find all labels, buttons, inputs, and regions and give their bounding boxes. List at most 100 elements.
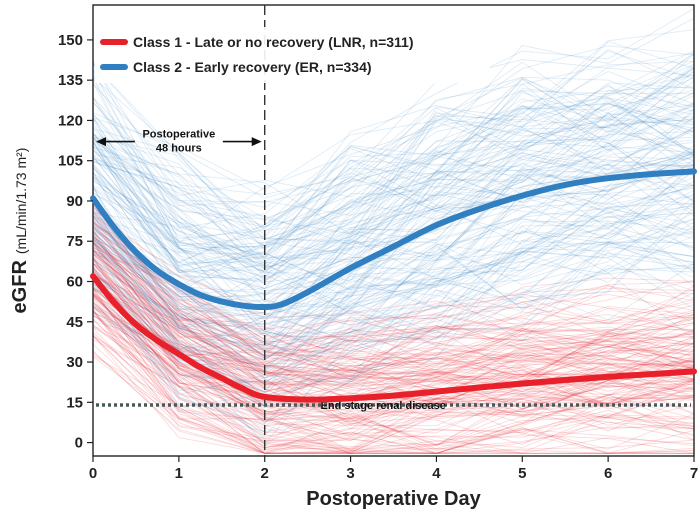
patient-trajectory (93, 136, 694, 290)
patient-trajectory (93, 164, 694, 370)
patient-trajectory (93, 314, 694, 451)
legend-label-class1: Class 1 - Late or no recovery (LNR, n=31… (133, 34, 414, 50)
patient-trajectory (93, 295, 694, 417)
patient-trajectory (93, 117, 694, 287)
patient-trajectory (93, 64, 694, 255)
patient-trajectory (93, 53, 694, 244)
patient-trajectory (93, 335, 694, 442)
patient-trajectory (93, 211, 694, 323)
patient-trajectory (93, 205, 694, 396)
patient-trajectory (93, 116, 694, 283)
patient-trajectory (93, 118, 694, 294)
patient-trajectory (93, 326, 694, 421)
patient-trajectory (93, 212, 694, 343)
legend: Class 1 - Late or no recovery (LNR, n=31… (95, 27, 490, 83)
legend-label-class2: Class 2 - Early recovery (ER, n=334) (133, 59, 372, 75)
patient-trajectory (93, 291, 694, 452)
patient-trajectory (93, 78, 694, 268)
patient-trajectory (93, 67, 694, 228)
patient-trajectory (93, 202, 694, 357)
x-axis-ticks: 0 1 2 3 4 5 6 7 (89, 456, 698, 482)
patient-trajectory (93, 283, 694, 401)
patient-trajectory (93, 275, 694, 392)
patient-trajectory (93, 187, 694, 361)
esrd-label: End stage renal disease (321, 400, 446, 412)
patient-trajectory (93, 274, 694, 408)
patient-trajectory (93, 128, 694, 258)
patient-trajectory (93, 247, 694, 365)
patient-trajectory (93, 268, 694, 372)
patient-trajectory (93, 310, 694, 454)
plot-frame (92, 4, 695, 457)
patient-trajectory (93, 265, 694, 411)
patient-trajectory (93, 257, 694, 430)
patient-trajectory (93, 247, 694, 358)
patient-trajectory (93, 246, 694, 436)
annotation-arrowhead-left (96, 137, 106, 147)
patient-trajectory (93, 51, 694, 250)
patient-trajectory (93, 249, 694, 365)
y-tick-label: 30 (66, 354, 83, 371)
patient-trajectory (93, 306, 694, 438)
patient-trajectory (93, 193, 694, 342)
patient-trajectory (93, 216, 694, 374)
patient-trajectory (93, 77, 694, 259)
patient-trajectory (93, 274, 694, 365)
patient-trajectory (93, 350, 694, 454)
patient-trajectory (93, 97, 694, 208)
patient-trajectory (93, 335, 694, 454)
patient-trajectory (93, 274, 694, 401)
patient-trajectory (93, 8, 694, 237)
patient-trajectory (93, 293, 694, 454)
patient-trajectory (93, 68, 694, 242)
patient-trajectory (93, 251, 694, 365)
patient-trajectory (93, 60, 694, 290)
patient-trajectory (93, 289, 694, 454)
patient-trajectory (93, 221, 694, 387)
patient-trajectory (93, 95, 694, 282)
patient-trajectory (93, 256, 694, 423)
patient-trajectory (93, 245, 694, 368)
patient-trajectory (93, 76, 694, 231)
patient-trajectory (93, 231, 694, 356)
patient-trajectory (93, 85, 694, 260)
patient-trajectory (93, 262, 694, 408)
patient-trajectory (93, 102, 694, 216)
patient-trajectory (93, 184, 694, 291)
patient-trajectory (93, 266, 694, 396)
patient-trajectory (93, 170, 694, 350)
patient-trajectory (93, 152, 694, 326)
patient-trajectory (93, 293, 694, 418)
patient-trajectory (93, 247, 694, 383)
patient-trajectory (93, 279, 694, 417)
patient-trajectory (93, 126, 694, 253)
series-class1-line (90, 273, 697, 403)
patient-trajectory (93, 67, 694, 303)
patient-trajectory (93, 225, 694, 379)
patient-trajectory (93, 262, 694, 383)
patient-trajectory (93, 66, 694, 246)
patient-trajectory (93, 324, 694, 436)
patient-trajectory (93, 173, 694, 343)
patient-trajectory (93, 241, 694, 401)
patient-trajectory (93, 150, 694, 314)
patient-trajectory (93, 292, 694, 420)
patient-trajectory (93, 170, 694, 325)
patient-trajectory (93, 128, 694, 282)
patient-trajectory (93, 122, 694, 263)
patient-trajectory (93, 306, 694, 454)
patient-trajectory (93, 284, 694, 387)
patient-trajectory (93, 249, 694, 358)
patient-trajectory (93, 272, 694, 421)
patient-trajectory (93, 185, 694, 349)
patient-trajectory (93, 315, 694, 433)
x-tick-label: 7 (690, 465, 698, 482)
patient-trajectory (93, 112, 694, 273)
patient-trajectory (93, 202, 694, 280)
patient-trajectory (93, 335, 694, 454)
patient-trajectory (93, 311, 694, 449)
patient-trajectory (93, 83, 694, 235)
patient-trajectory (93, 252, 694, 379)
patient-trajectory (93, 208, 694, 385)
patient-trajectory (93, 310, 694, 454)
